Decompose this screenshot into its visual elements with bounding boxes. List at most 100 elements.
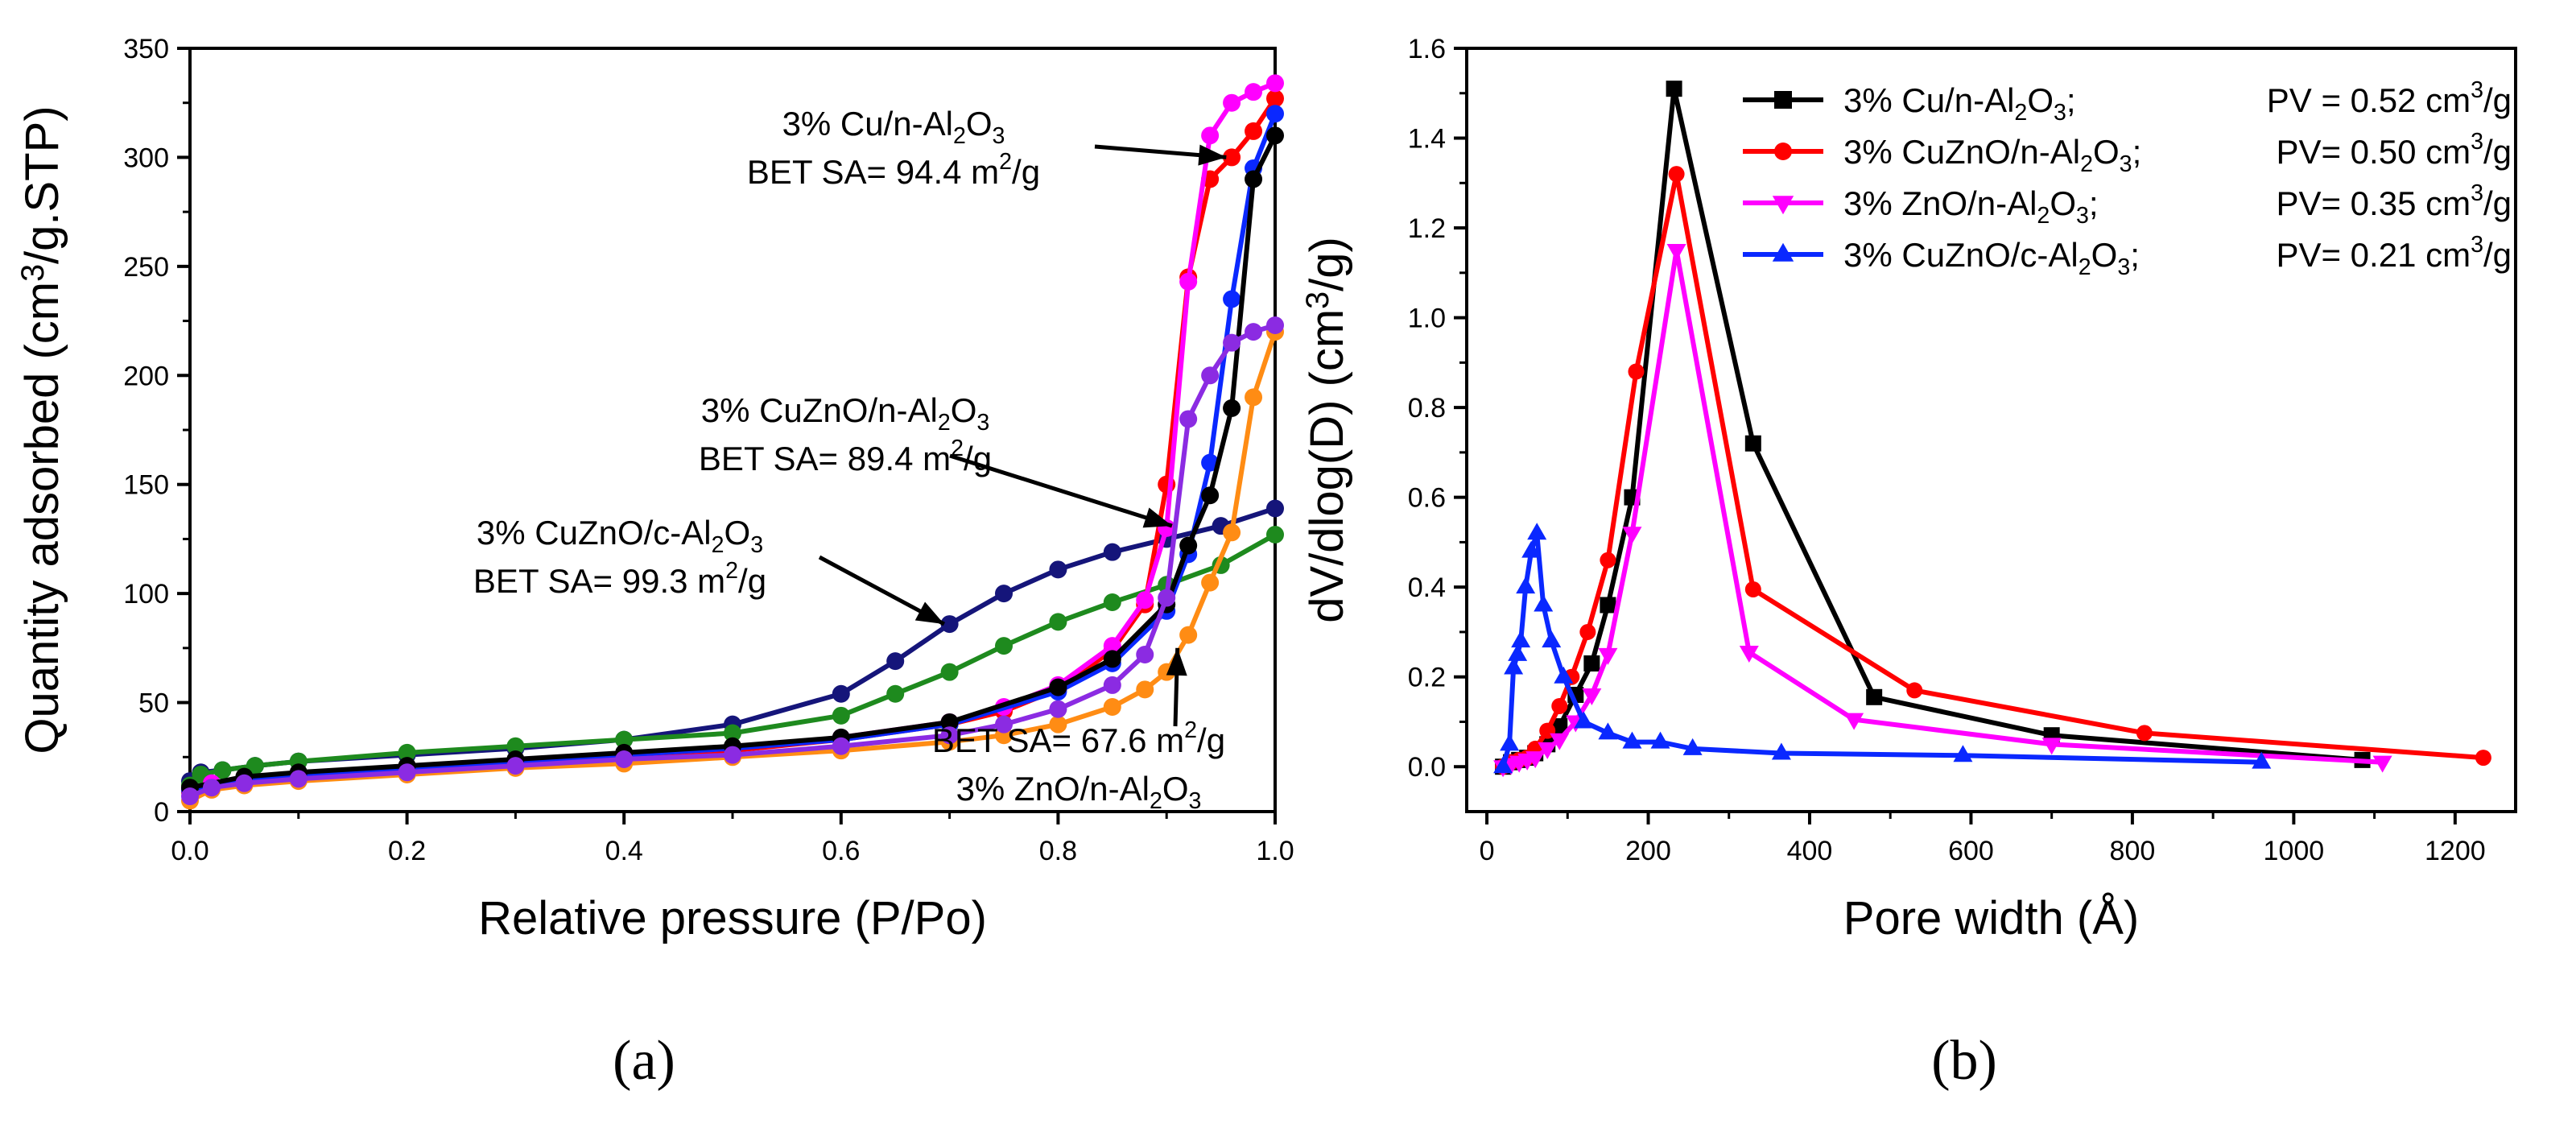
y-tick-label: 0 <box>154 797 169 828</box>
data-point <box>1223 523 1241 542</box>
annotation-arrow-head <box>914 601 944 625</box>
data-point <box>1223 93 1241 112</box>
panel-label: (b) <box>1931 1030 1997 1092</box>
series-group <box>1493 81 2491 778</box>
y-tick-label: 0.0 <box>1408 752 1446 783</box>
data-point <box>1628 363 1645 380</box>
y-axis-title-text: dV/dlog(D) (cm3/g) <box>1300 237 1353 623</box>
data-point <box>1136 645 1154 663</box>
data-point <box>202 779 221 797</box>
data-point <box>1245 83 1263 101</box>
data-point <box>1538 742 1558 759</box>
data-point <box>1521 540 1542 558</box>
data-point <box>2041 738 2062 755</box>
annotation-line: 3% Cu/n-Al2O3 <box>782 105 1005 149</box>
data-point <box>1550 733 1570 750</box>
x-tick-label: 0.2 <box>388 836 426 866</box>
annotation-arrow-head <box>1142 507 1172 528</box>
data-point <box>886 684 905 703</box>
x-tick-label: 1.0 <box>1256 836 1294 866</box>
data-point <box>1744 581 1761 597</box>
y-tick-label: 300 <box>123 143 169 173</box>
y-tick-label: 100 <box>123 579 169 610</box>
legend-entry: 3% ZnO/n-Al2O3; PV= 0.35 cm3/g <box>1743 180 2512 229</box>
data-point <box>1158 589 1176 607</box>
data-point <box>1266 499 1284 518</box>
legend-label: 3% Cu/n-Al2O3; <box>1843 81 2076 126</box>
data-point <box>1103 593 1121 611</box>
x-tick-label: 200 <box>1625 836 1671 866</box>
data-point <box>832 737 850 755</box>
data-point <box>235 774 254 792</box>
data-point <box>1201 453 1220 472</box>
data-point <box>1103 650 1121 668</box>
data-point <box>1493 756 1513 774</box>
y-tick-label: 1.2 <box>1408 213 1446 244</box>
legend-label: 3% CuZnO/n-Al2O3; <box>1843 133 2141 177</box>
data-point <box>1508 643 1528 661</box>
series-blue <box>1493 523 2272 774</box>
data-point <box>1668 166 1685 183</box>
data-point <box>2372 755 2392 773</box>
data-point <box>1600 597 1616 614</box>
y-tick-label: 0.4 <box>1408 572 1446 603</box>
data-point <box>995 715 1013 733</box>
annotation-line: 3% CuZnO/c-Al2O3 <box>477 514 763 558</box>
data-point <box>1534 594 1554 612</box>
y-tick-label: 50 <box>138 688 169 719</box>
annotation-ann-zno: BET SA= 67.6 m2/g 3% ZnO/n-Al2O3 <box>932 647 1225 814</box>
x-tick-label: 400 <box>1787 836 1833 866</box>
annotation-arrow <box>1166 647 1187 727</box>
legend-entry: 3% Cu/n-Al2O3; PV = 0.52 cm3/g <box>1743 77 2512 126</box>
legend-pv: PV= 0.50 cm3/g <box>2276 129 2512 171</box>
data-point <box>940 663 959 681</box>
data-point <box>289 770 308 788</box>
data-point <box>1201 126 1220 145</box>
y-tick-label: 1.4 <box>1408 124 1446 155</box>
data-point <box>398 743 416 762</box>
data-point <box>246 757 264 775</box>
legend-label: 3% CuZnO/c-Al2O3; <box>1843 236 2140 280</box>
data-point <box>1049 613 1067 631</box>
x-tick-label: 1200 <box>2425 836 2486 866</box>
data-point <box>1223 290 1241 308</box>
annotation-line: 3% CuZnO/n-Al2O3 <box>701 391 990 436</box>
y-axis-title: Quantity adsorbed (cm3/g.STP) <box>15 105 68 754</box>
data-point <box>1582 688 1602 706</box>
data-point <box>1598 722 1618 740</box>
x-tick-label: 600 <box>1948 836 1994 866</box>
data-point <box>1179 626 1198 644</box>
data-point <box>1136 680 1154 699</box>
y-axis-title: dV/dlog(D) (cm3/g) <box>1300 237 1353 623</box>
data-point <box>832 706 850 725</box>
annotation-line: BET SA= 67.6 m2/g <box>932 717 1225 759</box>
series-black <box>181 126 1284 797</box>
data-point <box>1049 678 1067 696</box>
data-point <box>1223 148 1241 167</box>
annotation-arrow <box>818 555 946 626</box>
data-point <box>1266 89 1284 108</box>
data-point <box>1179 272 1198 291</box>
y-tick-label: 200 <box>123 361 169 391</box>
annotation-arrow-head <box>1166 647 1187 676</box>
legend-swatch-marker <box>1772 242 1794 262</box>
data-point <box>398 763 416 782</box>
data-point <box>1245 388 1263 407</box>
data-point <box>2475 750 2491 767</box>
y-tick-label: 150 <box>123 470 169 501</box>
legend: 3% Cu/n-Al2O3; PV = 0.52 cm3/g 3% CuZnO/n-… <box>1743 77 2512 280</box>
data-point <box>213 761 232 779</box>
data-point <box>1223 399 1241 417</box>
data-point <box>1583 655 1600 672</box>
x-tick-label: 800 <box>2110 836 2156 866</box>
annotation-arrow-head <box>1198 144 1227 166</box>
data-point <box>2252 751 2272 769</box>
data-point <box>1682 738 1703 755</box>
y-tick-label: 0.8 <box>1408 393 1446 424</box>
data-point <box>1223 333 1241 352</box>
y-tick-label: 0.6 <box>1408 483 1446 514</box>
data-point <box>1516 576 1536 594</box>
data-point <box>724 724 741 742</box>
legend-swatch-marker <box>1772 196 1794 215</box>
